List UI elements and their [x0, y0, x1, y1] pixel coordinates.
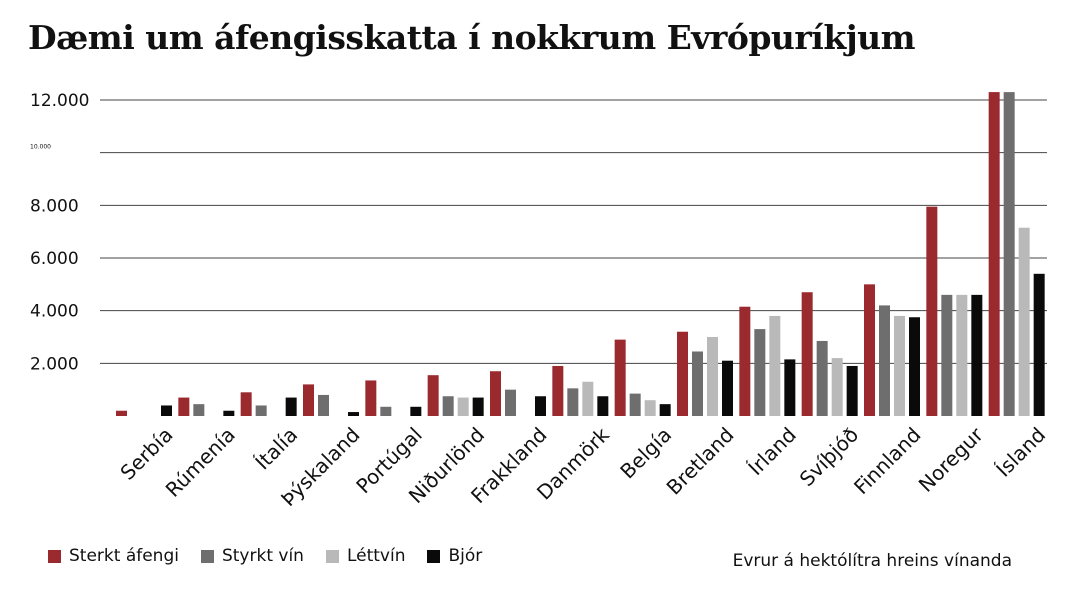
bar — [722, 360, 733, 416]
bar — [659, 404, 671, 416]
legend-label: Bjór — [448, 546, 483, 566]
x-tick-label: Finnland — [849, 423, 925, 499]
bar — [193, 404, 205, 416]
bar — [380, 406, 392, 416]
y-tick-label: 12.000 — [30, 91, 89, 111]
bar — [597, 396, 609, 416]
bar — [784, 359, 796, 416]
x-tick-label: Belgía — [615, 423, 676, 484]
bar — [223, 410, 235, 416]
bar — [801, 292, 813, 416]
bar — [754, 329, 766, 416]
bar — [240, 392, 252, 416]
bar — [255, 405, 267, 416]
bar — [926, 206, 938, 416]
bar — [535, 396, 546, 416]
x-tick-label: Noregur — [914, 422, 989, 497]
bar — [116, 410, 127, 416]
bar — [410, 406, 422, 416]
bar — [879, 305, 890, 416]
legend-swatch — [200, 549, 214, 563]
bar — [909, 317, 920, 416]
y-tick-label: 4.000 — [30, 302, 79, 322]
bar — [816, 340, 828, 416]
legend-item: Bjór — [427, 546, 482, 566]
bar — [739, 306, 751, 416]
bar — [427, 375, 439, 416]
bar — [552, 365, 564, 416]
bar — [864, 284, 875, 416]
legend-swatch — [48, 549, 61, 563]
bar — [629, 393, 641, 416]
bar — [956, 294, 968, 416]
bar — [318, 394, 329, 416]
bar — [831, 358, 843, 416]
bar — [988, 92, 1000, 416]
legend: Sterkt áfengi Styrkt vín Léttvín Bjór — [48, 546, 482, 566]
bar — [677, 331, 688, 416]
y-tick-label: 6.000 — [30, 249, 79, 269]
bar — [894, 315, 905, 416]
chart-title: Dæmi um áfengisskatta í nokkrum Evrópurí… — [28, 18, 916, 57]
legend-label: Léttvín — [346, 546, 406, 566]
y-axis-ticks: 12.000 10.000 8.000 6.000 4.000 2.000 — [30, 91, 89, 374]
bar — [1018, 227, 1030, 416]
bar — [285, 397, 297, 416]
legend-label: Sterkt áfengi — [69, 546, 179, 566]
bar — [348, 412, 359, 416]
x-tick-label: Írland — [743, 423, 800, 480]
bar — [178, 397, 190, 416]
bar-chart: 12.000 10.000 8.000 6.000 4.000 2.000 SerbíaR… — [30, 91, 1050, 511]
bar — [161, 405, 172, 416]
x-tick-label: Bretland — [662, 423, 739, 500]
bar — [505, 389, 516, 416]
bar — [442, 396, 454, 416]
bar — [692, 351, 703, 416]
legend-label: Styrkt vín — [221, 546, 304, 566]
unit-note: Evrur á hektólítra hreins vínanda — [732, 551, 1012, 571]
legend-swatch — [325, 549, 339, 563]
legend-item: Léttvín — [325, 546, 406, 566]
bar — [971, 294, 983, 416]
bar — [941, 294, 953, 416]
bar — [567, 388, 579, 416]
bar — [365, 380, 377, 416]
bar — [582, 381, 594, 416]
legend-item: Sterkt áfengi — [48, 546, 179, 566]
bar — [1033, 273, 1045, 416]
x-tick-label: Ísland — [991, 423, 1050, 482]
bar — [1003, 92, 1015, 416]
bar — [303, 384, 314, 416]
legend-item: Styrkt vín — [200, 546, 304, 566]
y-tick-label: 2.000 — [30, 354, 79, 374]
bar — [707, 337, 718, 416]
bar — [644, 400, 656, 416]
y-tick-label: 10.000 — [30, 144, 51, 151]
x-tick-label: Ítalía — [250, 423, 302, 475]
bar — [490, 371, 501, 416]
y-tick-label: 8.000 — [30, 196, 79, 216]
bar — [457, 397, 469, 416]
bar — [472, 397, 484, 416]
x-tick-label: Serbía — [115, 423, 177, 485]
bar — [614, 339, 626, 416]
bars — [116, 92, 1045, 416]
bar — [769, 315, 781, 416]
legend-swatch — [427, 549, 441, 563]
bar — [846, 365, 858, 416]
x-tick-label: Rúmenía — [161, 423, 240, 502]
